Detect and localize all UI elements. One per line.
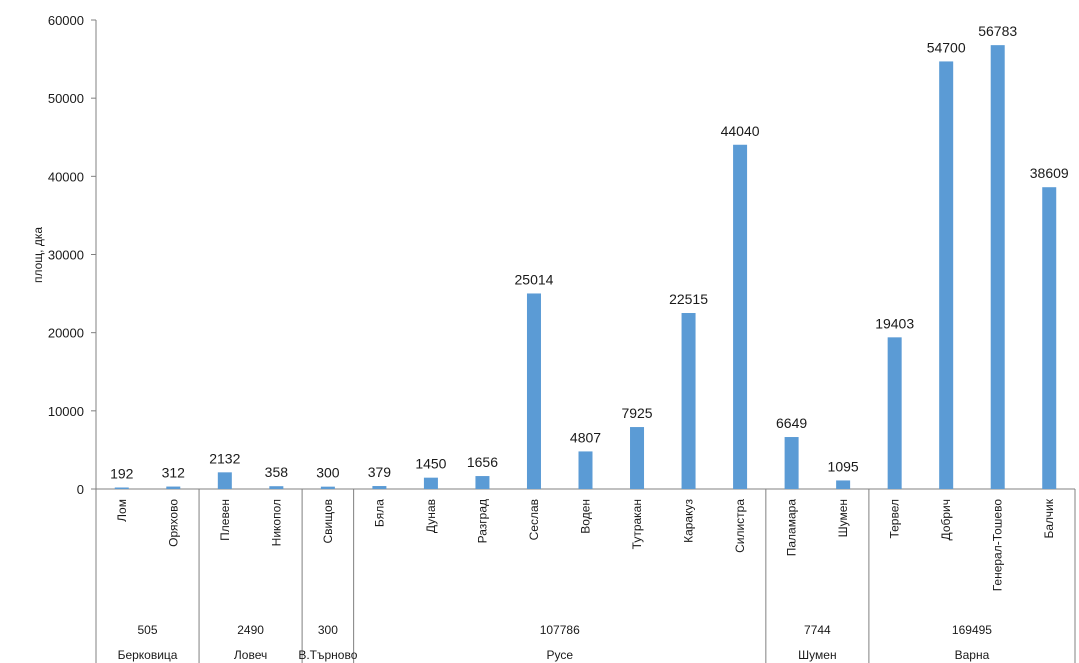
category-label: Каракуз: [682, 499, 696, 543]
group-total-label: 300: [318, 623, 338, 637]
data-label: 1450: [415, 456, 446, 472]
data-label: 192: [110, 465, 134, 481]
data-label: 4807: [570, 429, 601, 445]
data-label: 44040: [721, 123, 760, 139]
bar: [990, 45, 1005, 490]
group-total-label: 505: [138, 623, 158, 637]
y-tick-label: 30000: [48, 248, 84, 263]
group-separators: [198, 489, 870, 663]
data-label: 22515: [669, 291, 708, 307]
category-label: Плевен: [218, 499, 232, 541]
category-label: Никопол: [269, 499, 283, 546]
category-label: Свищов: [321, 499, 335, 544]
category-label: Оряхово: [166, 499, 180, 547]
bar: [836, 480, 851, 489]
category-label: Лом: [115, 499, 129, 522]
y-tick-label: 0: [77, 482, 84, 497]
bar: [166, 486, 181, 489]
group-name-label: Берковица: [118, 648, 178, 662]
y-tick-label: 10000: [48, 404, 84, 419]
bar: [578, 451, 593, 489]
category-label: Дунав: [424, 499, 438, 533]
group-name-label: Шумен: [798, 648, 836, 662]
category-label: Воден: [579, 499, 593, 534]
bar: [784, 437, 799, 489]
category-label: Паламара: [785, 499, 799, 557]
bar: [320, 486, 335, 489]
bar: [475, 476, 490, 489]
bar: [269, 486, 284, 489]
bar: [526, 293, 541, 489]
bar: [217, 472, 232, 489]
data-label: 312: [162, 465, 186, 481]
y-axis-ticks: 0 10000 20000 30000 40000 50000 60000: [48, 13, 96, 497]
y-tick-label: 20000: [48, 326, 84, 341]
bar: [733, 144, 748, 489]
data-label: 358: [265, 464, 289, 480]
category-label: Тутракан: [630, 499, 644, 549]
category-label: Сеслав: [527, 499, 541, 540]
group-name-label: Ловеч: [234, 648, 267, 662]
bar: [1042, 187, 1057, 490]
data-labels: 192 312 2132 358 300 379 1450 1656 25014 4807 7925…: [110, 23, 1069, 481]
group-name-label: В.Търново: [298, 648, 357, 662]
bar: [372, 486, 387, 489]
data-label: 7925: [621, 405, 652, 421]
bar: [630, 427, 645, 489]
data-label: 25014: [515, 271, 554, 287]
category-label: Генерал-Тошево: [991, 499, 1005, 592]
bar: [681, 313, 696, 489]
category-label: Бяла: [372, 499, 386, 527]
category-label: Шумен: [836, 499, 850, 537]
bar: [939, 61, 954, 489]
y-tick-label: 60000: [48, 13, 84, 28]
group-name-label: Варна: [955, 648, 990, 662]
category-label: Добрич: [939, 499, 953, 540]
bars: [114, 45, 1057, 490]
data-label: 1095: [828, 458, 859, 474]
group-total-label: 169495: [952, 623, 992, 637]
data-label: 38609: [1030, 165, 1069, 181]
y-axis-label: площ, дка: [31, 227, 45, 283]
category-label: Тервел: [888, 499, 902, 539]
group-total-label: 2490: [237, 623, 264, 637]
data-label: 54700: [927, 39, 966, 55]
bar: [887, 337, 902, 489]
category-labels: Лом Оряхово Плевен Никопол Свищов Бяла Дунав Ра…: [115, 498, 1056, 591]
data-label: 6649: [776, 415, 807, 431]
bar: [423, 477, 438, 489]
axes: [95, 20, 1076, 663]
data-label: 56783: [978, 23, 1017, 39]
group-name-label: Русе: [546, 648, 573, 662]
data-label: 1656: [467, 454, 498, 470]
y-tick-label: 50000: [48, 91, 84, 106]
category-label: Силистра: [733, 499, 747, 553]
category-label: Балчик: [1042, 498, 1056, 538]
group-total-label: 7744: [804, 623, 831, 637]
bar: [114, 487, 129, 489]
group-total-label: 107786: [540, 623, 580, 637]
data-label: 19403: [875, 315, 914, 331]
group-labels: 505 Берковица 2490 Ловеч 300 В.Търново 107786 Р…: [118, 623, 993, 662]
category-label: Разград: [475, 499, 489, 543]
data-label: 2132: [209, 450, 240, 466]
data-label: 300: [316, 465, 340, 481]
data-label: 379: [368, 464, 392, 480]
y-tick-label: 40000: [48, 169, 84, 184]
